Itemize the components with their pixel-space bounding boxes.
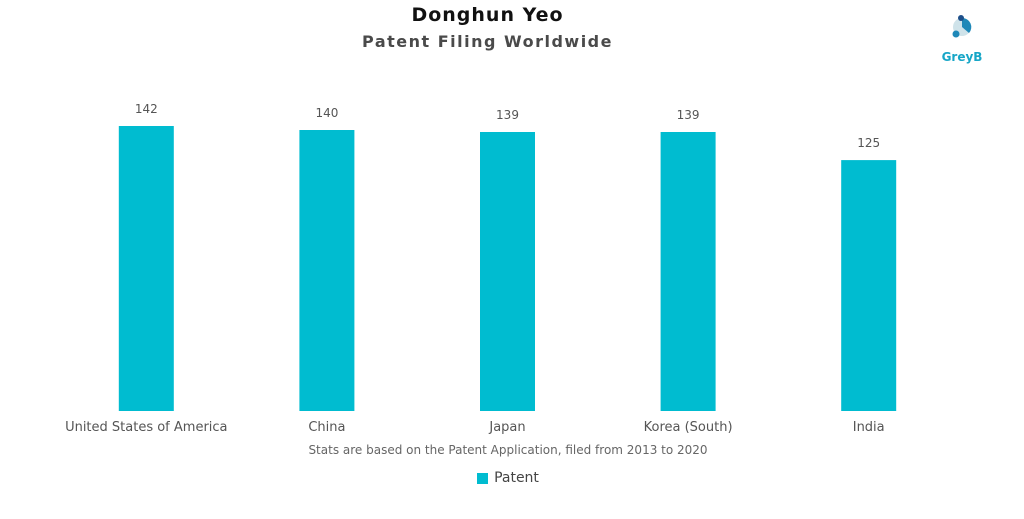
bar-1 — [299, 130, 355, 411]
footnote: Stats are based on the Patent Applicatio… — [308, 443, 708, 457]
category-label-1: China — [308, 420, 345, 435]
bar-chart: 142 United States of America 140 China 139 Ja… — [65, 102, 897, 435]
bar-3 — [660, 132, 716, 411]
greyb-logo-icon — [952, 15, 972, 38]
value-label-2: 139 — [496, 108, 519, 122]
value-label-0: 142 — [135, 102, 158, 116]
value-label-3: 139 — [677, 108, 700, 122]
value-label-1: 140 — [315, 106, 338, 120]
logo-text: GreyB — [941, 50, 983, 64]
legend: Patent — [0, 470, 1016, 486]
legend-label: Patent — [494, 470, 539, 486]
category-label-2: Japan — [488, 420, 525, 435]
bar-2 — [480, 132, 535, 411]
category-label-3: Korea (South) — [644, 420, 733, 435]
bar-0 — [118, 126, 174, 411]
chart-title: Donghun Yeo — [411, 4, 564, 26]
category-label-0: United States of America — [65, 420, 227, 435]
category-label-4: India — [853, 420, 885, 435]
legend-swatch — [477, 472, 489, 484]
value-label-4: 125 — [857, 136, 880, 150]
bar-4 — [841, 160, 897, 411]
greyb-logo: GreyB — [936, 10, 996, 66]
chart-subtitle: Patent Filing Worldwide — [362, 32, 613, 51]
